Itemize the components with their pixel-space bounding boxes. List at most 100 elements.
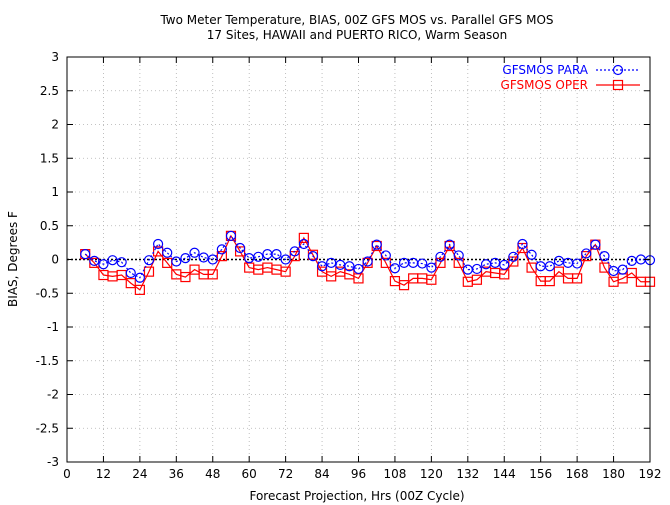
y-tick-label: -0.5 <box>36 286 59 300</box>
y-tick-label: -2 <box>47 388 59 402</box>
data-point-gfsmos-para <box>444 239 455 250</box>
y-tick-label: 0 <box>51 253 59 267</box>
data-point-gfsmos-oper <box>298 232 309 243</box>
data-point-gfsmos-oper <box>553 266 565 277</box>
data-point-gfsmos-para <box>617 264 628 275</box>
data-point-gfsmos-para <box>189 247 200 258</box>
data-point-gfsmos-para <box>225 230 237 241</box>
data-point-gfsmos-oper <box>125 278 136 289</box>
data-point-gfsmos-oper <box>435 257 446 268</box>
data-point-gfsmos-oper <box>134 284 145 295</box>
data-point-gfsmos-para <box>517 238 528 250</box>
y-tick-label: -2.5 <box>36 421 59 435</box>
data-point-gfsmos-para <box>271 249 282 260</box>
legend-marker-gfsmos-para <box>612 64 624 76</box>
data-point-gfsmos-para <box>134 272 145 283</box>
data-point-gfsmos-para <box>198 252 209 263</box>
legend-label-gfsmos-oper: GFSMOS OPER <box>501 78 588 92</box>
series-gfsmos-para <box>80 230 656 283</box>
data-point-gfsmos-para <box>280 254 291 265</box>
legend-marker-gfsmos-oper <box>612 79 624 91</box>
data-point-gfsmos-para <box>499 259 510 270</box>
data-point-gfsmos-para <box>307 251 319 262</box>
series-gfsmos-oper <box>80 230 656 295</box>
data-point-gfsmos-para <box>207 254 218 265</box>
x-tick-label: 108 <box>383 467 406 481</box>
data-point-gfsmos-para <box>417 258 428 269</box>
data-point-gfsmos-para <box>180 253 191 264</box>
data-point-gfsmos-oper <box>626 267 637 279</box>
data-point-gfsmos-oper <box>572 273 583 284</box>
data-point-gfsmos-para <box>526 249 537 260</box>
y-tick-label: 0.5 <box>40 219 59 233</box>
data-point-gfsmos-para <box>553 255 565 266</box>
data-point-gfsmos-para <box>608 265 619 277</box>
data-point-gfsmos-oper <box>143 266 155 277</box>
data-point-gfsmos-para <box>143 255 155 266</box>
data-point-gfsmos-oper <box>207 269 218 280</box>
x-tick-label: 12 <box>96 467 111 481</box>
data-point-gfsmos-oper <box>216 251 227 262</box>
data-point-gfsmos-para <box>98 259 109 270</box>
data-point-gfsmos-para <box>289 246 300 257</box>
data-point-gfsmos-oper <box>380 257 391 268</box>
data-point-gfsmos-para <box>316 261 328 272</box>
data-point-gfsmos-para <box>234 242 246 254</box>
data-point-gfsmos-para <box>508 251 519 262</box>
data-point-gfsmos-para <box>590 239 601 250</box>
y-tick-label: 1 <box>51 185 59 199</box>
x-tick-label: 120 <box>420 467 443 481</box>
y-tick-label: 2 <box>51 118 59 132</box>
x-tick-label: 180 <box>602 467 625 481</box>
data-point-gfsmos-para <box>435 251 446 262</box>
data-point-gfsmos-oper <box>398 280 410 291</box>
x-tick-label: 84 <box>314 467 329 481</box>
data-point-gfsmos-para <box>453 250 464 261</box>
x-tick-label: 24 <box>132 467 147 481</box>
x-tick-label: 96 <box>351 467 366 481</box>
y-tick-label: -1.5 <box>36 354 59 368</box>
data-point-gfsmos-oper <box>180 271 191 283</box>
data-point-gfsmos-para <box>162 247 173 258</box>
data-point-gfsmos-para <box>171 256 182 267</box>
x-tick-label: 192 <box>639 467 662 481</box>
y-axis-label: BIAS, Degrees F <box>6 211 20 307</box>
data-point-gfsmos-para <box>362 256 373 267</box>
x-tick-label: 132 <box>456 467 479 481</box>
data-point-gfsmos-oper <box>544 276 555 287</box>
series-layer <box>80 230 656 295</box>
x-tick-label: 48 <box>205 467 220 481</box>
data-point-gfsmos-para <box>116 257 127 268</box>
legend-label-gfsmos-para: GFSMOS PARA <box>502 63 588 77</box>
x-tick-label: 156 <box>529 467 552 481</box>
data-point-gfsmos-para <box>371 239 382 250</box>
y-tick-label: 1.5 <box>40 151 59 165</box>
data-point-gfsmos-para <box>89 255 100 266</box>
x-tick-label: 168 <box>566 467 589 481</box>
x-tick-label: 60 <box>242 467 257 481</box>
data-point-gfsmos-oper <box>599 262 610 273</box>
series-line-gfsmos-oper <box>84 234 650 291</box>
data-point-gfsmos-para <box>125 267 136 279</box>
axis-ticks: 0 12 24 36 48 60 72 84 96 108 120 132 144 156 168 180 19… <box>36 50 662 481</box>
data-point-gfsmos-para <box>80 249 91 260</box>
data-point-gfsmos-oper <box>581 251 592 262</box>
y-tick-label: -1 <box>47 320 59 334</box>
data-point-gfsmos-para <box>253 251 264 262</box>
data-point-gfsmos-para <box>581 248 592 259</box>
data-point-gfsmos-para <box>298 238 309 250</box>
x-tick-label: 0 <box>63 467 71 481</box>
x-tick-label: 144 <box>493 467 516 481</box>
data-point-gfsmos-para <box>152 238 164 250</box>
x-tick-label: 72 <box>278 467 293 481</box>
data-point-gfsmos-oper <box>471 274 483 285</box>
data-point-gfsmos-para <box>389 263 401 274</box>
data-point-gfsmos-para <box>471 263 483 275</box>
y-tick-label: -3 <box>47 455 59 469</box>
y-tick-label: 3 <box>51 50 59 64</box>
x-axis-label: Forecast Projection, Hrs (00Z Cycle) <box>249 489 464 503</box>
chart-title: Two Meter Temperature, BIAS, 00Z GFS MOS… <box>159 13 553 27</box>
data-point-gfsmos-para <box>426 262 437 273</box>
